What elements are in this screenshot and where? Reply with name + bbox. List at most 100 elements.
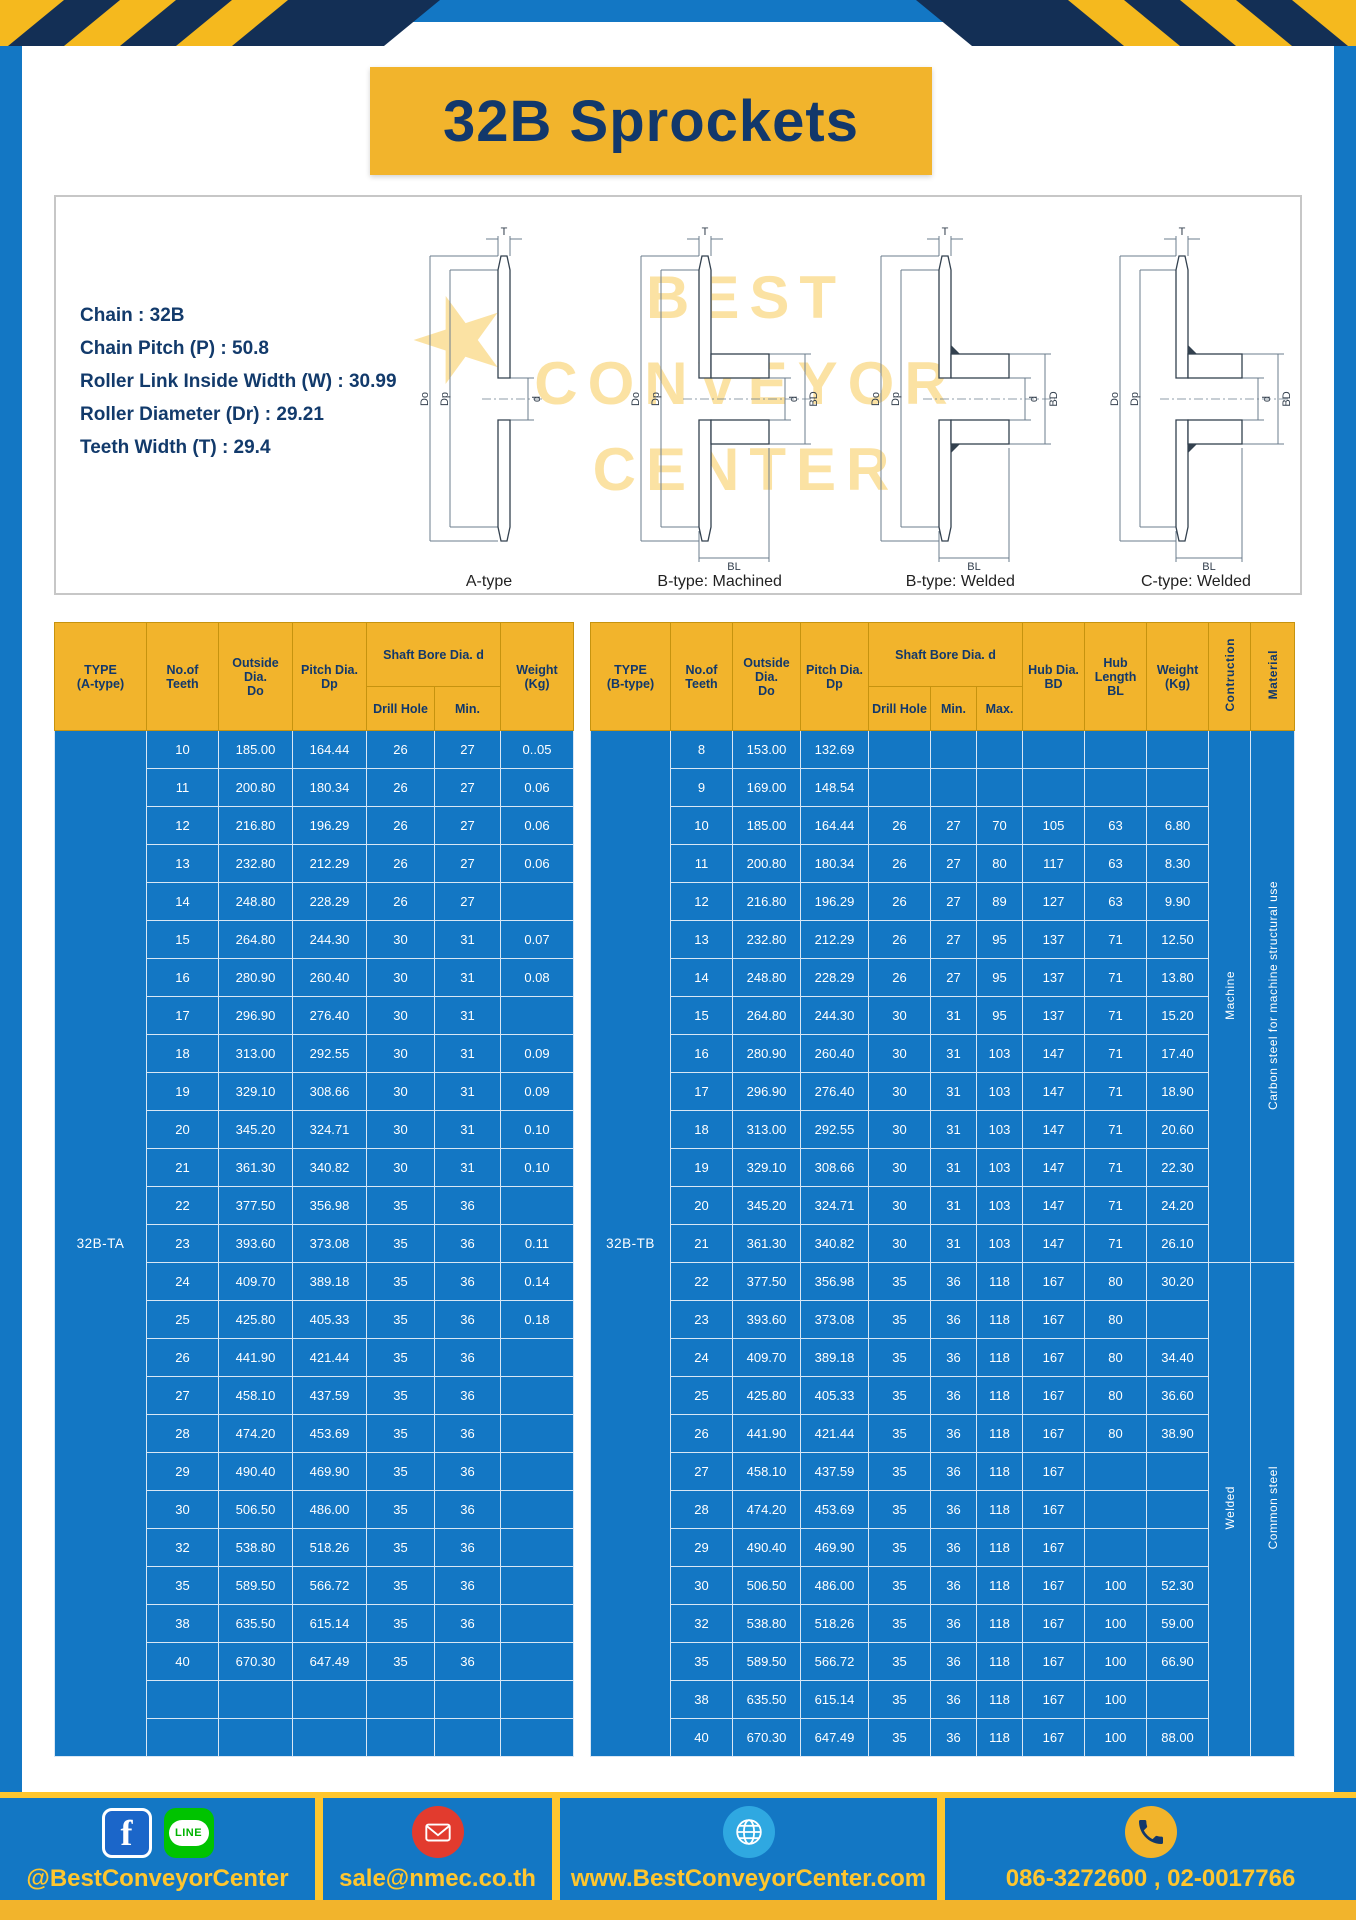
table-cell: 31 — [434, 996, 501, 1035]
col-header-outside-dia: Outside Dia. Do — [732, 622, 801, 731]
table-cell: 30 — [366, 996, 435, 1035]
table-cell: 6.80 — [1146, 806, 1210, 845]
table-cell: 132.69 — [800, 730, 869, 769]
col-header-construction: Contruction — [1208, 622, 1252, 731]
table-cell: 0.08 — [500, 958, 574, 997]
table-cell — [1084, 768, 1148, 807]
table-cell: 35 — [868, 1452, 931, 1491]
table-cell: 36 — [930, 1490, 977, 1529]
facebook-icon[interactable]: f — [101, 1808, 152, 1858]
table-cell: 0.09 — [500, 1034, 574, 1073]
col-header-pitch-dia: Pitch Dia. Dp — [292, 622, 367, 731]
table-cell: 118 — [975, 1490, 1024, 1529]
table-cell: 118 — [975, 1262, 1024, 1301]
sprocket-plate — [497, 255, 511, 542]
diagram-caption-a-type: A-type — [465, 573, 513, 590]
table-cell: 100 — [1084, 1680, 1148, 1719]
table-row: 20 345.20 324.71 30 31 0.10 — [55, 1110, 574, 1149]
table-row: 12 216.80 196.29 26 27 0.06 — [55, 806, 574, 845]
table-cell: 20.60 — [1146, 1110, 1210, 1149]
table-cell: 340.82 — [800, 1224, 869, 1263]
col-header-type-b: TYPE (B-type) — [590, 622, 671, 731]
table-cell — [1084, 730, 1148, 769]
table-cell: 589.50 — [732, 1642, 801, 1681]
line-app-icon[interactable]: LINE — [163, 1808, 214, 1858]
table-cell — [146, 1718, 219, 1757]
table-cell: 425.80 — [218, 1300, 293, 1339]
table-cell: 35 — [366, 1642, 435, 1681]
table-cell: 36 — [930, 1528, 977, 1567]
table-cell: 38.90 — [1146, 1414, 1210, 1453]
table-row: 32 538.80 518.26 35 36 118 167 100 59.00 — [591, 1604, 1295, 1643]
table-cell: 14 — [146, 882, 219, 921]
diagram-caption-b-type-welded: B-type: Welded — [905, 573, 1015, 590]
table-cell — [500, 1718, 574, 1757]
spec-teeth-width: Teeth Width (T) : 29.4 — [80, 437, 271, 458]
table-cell: 32 — [146, 1528, 219, 1567]
table-cell: 26 — [146, 1338, 219, 1377]
diagram-a-type: T Do Dp d A-type — [394, 205, 584, 591]
table-cell — [292, 1718, 367, 1757]
table-cell: 458.10 — [218, 1376, 293, 1415]
phone-icon[interactable] — [1124, 1806, 1177, 1858]
table-b-header: TYPE (B-type) No.of Teeth Outside Dia. D… — [590, 622, 1296, 731]
table-cell: 409.70 — [732, 1338, 801, 1377]
table-cell: 118 — [975, 1376, 1024, 1415]
table-cell: 26 — [868, 958, 931, 997]
email-icon[interactable] — [411, 1806, 464, 1858]
table-row: 15 264.80 244.30 30 31 0.07 — [55, 920, 574, 959]
table-cell: 38 — [670, 1680, 733, 1719]
diagram-b-type-welded: T Do Dp d BD BL B-type: Welded — [855, 205, 1065, 591]
material-carbon-steel-cell: Carbon steel for machine structural use — [1250, 730, 1296, 1263]
table-row: 24 409.70 389.18 35 36 118 167 80 34.40 — [591, 1338, 1295, 1377]
table-row: 22 377.50 356.98 35 36 — [55, 1186, 574, 1225]
table-cell — [500, 1376, 574, 1415]
table-row: 21 361.30 340.82 30 31 103 147 71 26.10 — [591, 1224, 1295, 1263]
dim-label-t: T — [942, 226, 949, 238]
table-cell: 26 — [868, 920, 931, 959]
table-cell: 13.80 — [1146, 958, 1210, 997]
sprocket-plate-and-hub — [698, 255, 770, 542]
table-cell: 36 — [930, 1604, 977, 1643]
chain-specs: Chain : 32B Chain Pitch (P) : 50.8 Rolle… — [80, 299, 397, 464]
table-cell: 308.66 — [800, 1148, 869, 1187]
table-cell: 356.98 — [292, 1186, 367, 1225]
email-text[interactable]: sale@nmec.co.th — [339, 1865, 536, 1892]
table-cell: 490.40 — [218, 1452, 293, 1491]
table-cell: 35 — [868, 1262, 931, 1301]
table-cell: 31 — [434, 1034, 501, 1073]
table-cell: 100 — [1084, 1642, 1148, 1681]
table-cell: 35 — [868, 1528, 931, 1567]
table-cell: 147 — [1022, 1072, 1086, 1111]
table-cell: 647.49 — [800, 1718, 869, 1757]
table-cell: 356.98 — [800, 1262, 869, 1301]
globe-icon[interactable] — [722, 1806, 775, 1858]
table-cell: 232.80 — [218, 844, 293, 883]
table-cell: 486.00 — [800, 1566, 869, 1605]
phone-numbers-text[interactable]: 086-3272600 , 02-0017766 — [1005, 1865, 1296, 1892]
table-cell: 276.40 — [800, 1072, 869, 1111]
table-cell: 36 — [930, 1642, 977, 1681]
dim-label-t: T — [701, 226, 708, 238]
table-row: 28 474.20 453.69 35 36 118 167 — [591, 1490, 1295, 1529]
table-cell — [500, 1604, 574, 1643]
table-cell: 36 — [434, 1186, 501, 1225]
social-handle-text[interactable]: @BestConveyorCenter — [26, 1865, 289, 1892]
table-cell: 248.80 — [732, 958, 801, 997]
table-cell: 105 — [1022, 806, 1086, 845]
dim-label-do: Do — [870, 392, 882, 406]
table-cell: 36 — [434, 1528, 501, 1567]
table-cell: 27 — [434, 806, 501, 845]
footer-section-social: f LINE @BestConveyorCenter — [0, 1798, 315, 1900]
table-cell: 35 — [366, 1338, 435, 1377]
table-cell: 31 — [434, 1072, 501, 1111]
table-cell: 0.14 — [500, 1262, 574, 1301]
table-cell: 118 — [975, 1300, 1024, 1339]
table-cell: 615.14 — [800, 1680, 869, 1719]
website-text[interactable]: www.BestConveyorCenter.com — [570, 1865, 927, 1892]
table-row: 32 538.80 518.26 35 36 — [55, 1528, 574, 1567]
table-cell: 35 — [366, 1528, 435, 1567]
table-cell: 212.29 — [292, 844, 367, 883]
col-header-outside-dia: Outside Dia. Do — [218, 622, 293, 731]
